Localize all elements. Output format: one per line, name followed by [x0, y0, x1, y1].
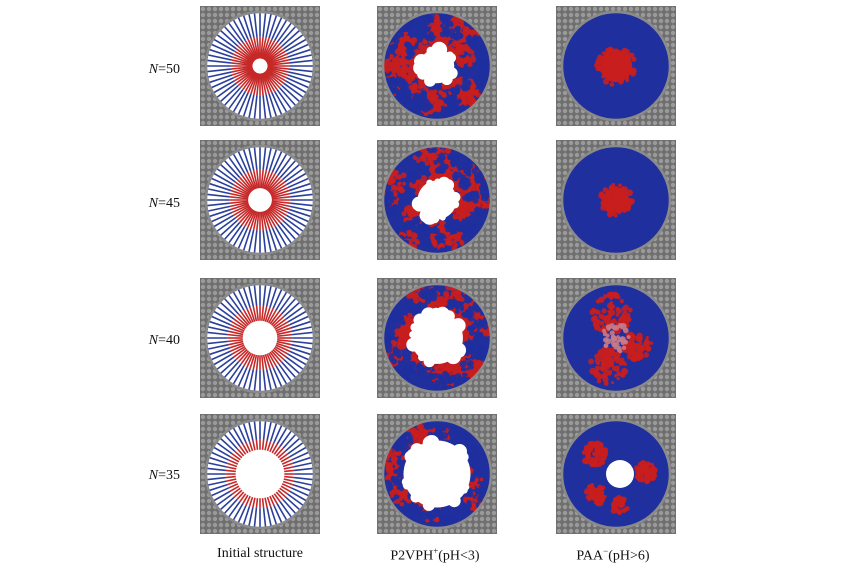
polymer-brushes: [206, 420, 314, 528]
n-symbol: N: [148, 468, 159, 483]
column-label-text: PAA: [576, 548, 604, 564]
row-label-n40: N=40: [120, 333, 180, 349]
ph-condition: (pH<3): [438, 548, 480, 564]
polymer-brushes: [206, 284, 314, 392]
n-value: =50: [158, 62, 180, 77]
pore-ring: [381, 10, 493, 122]
p2vph-brush-layer: [383, 420, 491, 528]
pore-ring: [381, 144, 493, 256]
paa-panel: [556, 6, 676, 126]
p2vph-brush-layer: [383, 284, 491, 392]
initial-structure-panel: [200, 6, 320, 126]
p2vph-brush-layer: [383, 146, 491, 254]
paa-brush-layer: [562, 284, 670, 392]
pore-ring: [204, 10, 316, 122]
pore-ring: [381, 418, 493, 530]
pore-ring: [560, 418, 672, 530]
row-label-n50: N=50: [120, 62, 180, 78]
n-symbol: N: [148, 62, 159, 77]
pore-ring: [381, 282, 493, 394]
column-label-text: P2VPH: [390, 548, 434, 564]
initial-structure-panel: [200, 140, 320, 260]
pore-ring: [204, 282, 316, 394]
initial-structure-panel: [200, 278, 320, 398]
n-value: =45: [158, 196, 180, 211]
p2vph-panel: [377, 140, 497, 260]
paa-panel: [556, 414, 676, 534]
row-label-n45: N=45: [120, 196, 180, 212]
open-pore: [606, 460, 634, 488]
n-symbol: N: [148, 196, 159, 211]
pore-ring: [560, 282, 672, 394]
column-label-text: Initial structure: [217, 546, 303, 561]
pore-ring: [204, 144, 316, 256]
n-symbol: N: [148, 333, 159, 348]
paa-brush-layer: [562, 12, 670, 120]
column-label-paa: PAA−(pH>6): [523, 546, 703, 565]
paa-panel: [556, 140, 676, 260]
ph-condition: (pH>6): [608, 548, 650, 564]
pore-ring: [560, 144, 672, 256]
open-pore: [403, 440, 471, 508]
column-label-initial: Initial structure: [170, 546, 350, 562]
pore-ring: [204, 418, 316, 530]
polymer-brushes: [206, 12, 314, 120]
charge-superscript: +: [433, 546, 439, 556]
p2vph-panel: [377, 278, 497, 398]
initial-structure-panel: [200, 414, 320, 534]
p2vph-panel: [377, 6, 497, 126]
polymer-brushes: [206, 146, 314, 254]
p2vph-panel: [377, 414, 497, 534]
column-label-p2vph: P2VPH+(pH<3): [345, 546, 525, 565]
n-value: =40: [158, 333, 180, 348]
paa-brush-layer: [562, 146, 670, 254]
paa-panel: [556, 278, 676, 398]
paa-brush-layer: [562, 420, 670, 528]
p2vph-brush-layer: [383, 12, 491, 120]
pore-ring: [560, 10, 672, 122]
charge-superscript: −: [603, 546, 609, 556]
n-value: =35: [158, 468, 180, 483]
row-label-n35: N=35: [120, 468, 180, 484]
